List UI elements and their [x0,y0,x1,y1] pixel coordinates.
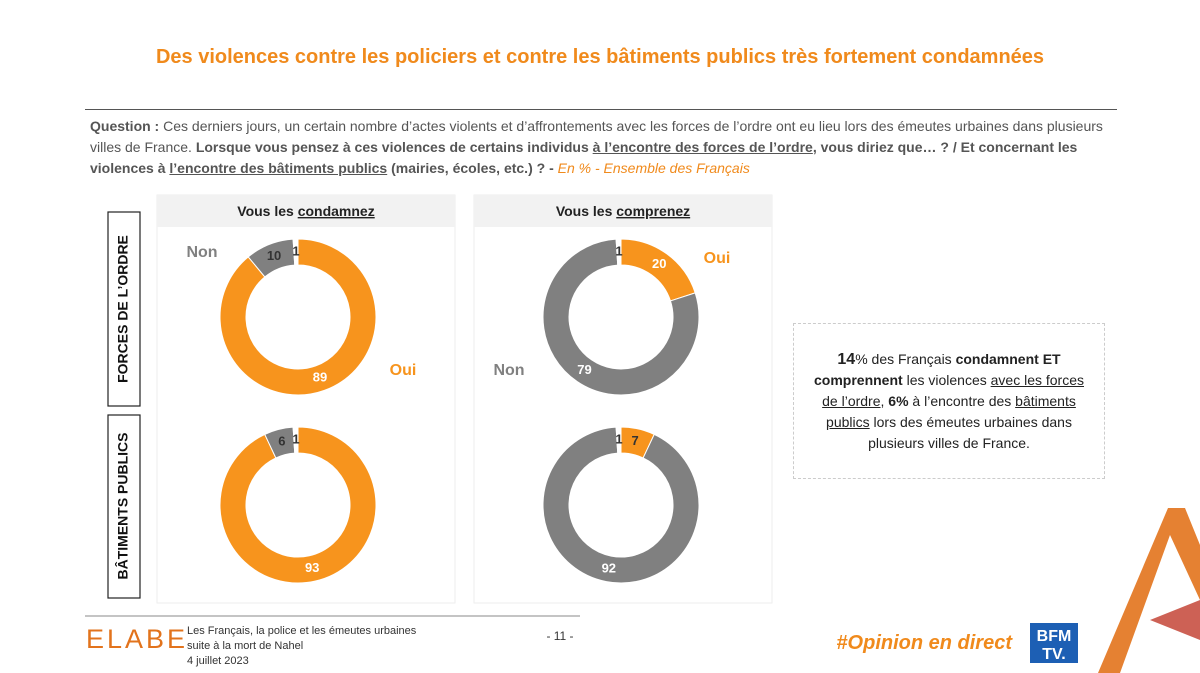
value-label: 7 [632,433,639,448]
footer-text: Les Français, la police et les émeutes u… [187,625,417,637]
value-label: 1 [292,243,299,258]
question-text: Lorsque vous pensez à ces violences de c… [195,139,593,155]
note-text: avec les forces de l’ordre [822,371,1084,409]
value-label: 92 [602,560,616,575]
note-text: les violences [902,371,991,388]
value-label: 6 [278,433,285,448]
note-text: bâtiments publics [826,392,1076,430]
row-header: BÂTIMENTS PUBLICS [114,433,131,580]
question-text: à l’encontre des forces de l’ordre [592,139,813,155]
donut-segment [219,426,377,584]
footer-text: 4 juillet 2023 [187,655,249,667]
donut-segment [292,426,299,454]
partner-text: TV. [1042,646,1065,663]
note-text: lors des émeutes urbaines dans plusieurs… [868,413,1072,451]
decor [1098,508,1200,673]
value-label: 1 [615,431,622,446]
logo: ELABE [86,624,188,654]
value-label: 1 [292,431,299,446]
footer-text: suite à la mort de Nahel [187,640,303,652]
category-label: Non [186,244,217,261]
note-text: condamnent ET comprennent [814,350,1061,388]
decor [1150,600,1200,640]
row-box [107,414,141,599]
panel-header [157,195,455,227]
category-label: Oui [704,250,731,267]
question-label: Question : [90,118,160,134]
question-text: (mairies, écoles, etc.) ? - [387,160,558,176]
question-text: , vous diriez que… ? / Et concernant les… [90,139,1078,176]
column-header-part: Vous les [556,203,616,219]
category-label: Non [493,362,524,379]
hashtag: #Opinion en direct [836,632,1013,654]
value-label: 93 [305,560,319,575]
value-label: 79 [577,362,591,377]
note-text: , [880,392,889,409]
note-text: à l’encontre des [908,392,1016,409]
donut-segment [219,238,377,396]
column-header-part: comprenez [616,203,690,219]
value-label: 89 [313,370,327,385]
value-label: 10 [267,248,281,263]
donut-segment [615,238,622,266]
donut-segment [292,238,299,266]
question-scope: En % - Ensemble des Français [557,160,750,176]
question-text: Ces derniers jours, un certain nombre d’… [90,118,1103,155]
slide-title: Des violences contre les policiers et co… [155,46,1045,68]
partner-text: BFM [1037,628,1072,645]
column-header-part: condamnez [298,203,375,219]
note-text: 14 [837,350,856,368]
panel-header [474,195,772,227]
note-text: % des Français [855,350,956,367]
column-header-part: Vous les [237,203,297,219]
page-number: - 11 - [546,629,573,643]
row-box [107,211,141,407]
value-label: 1 [615,243,622,258]
divider [85,109,1117,110]
partner-logo [1030,623,1078,663]
donut-segment [542,238,700,396]
column-header: Vous les condamnez [237,203,374,219]
side-note: 14% des Français condamnent ET comprenne… [793,323,1105,479]
value-label: 20 [652,256,666,271]
question-text: l’encontre des bâtiments publics [169,160,388,176]
category-label: Oui [390,362,417,379]
side-note-text: 14% des Français condamnent ET comprenne… [812,349,1087,454]
note-text: 6% [888,392,909,409]
question: Question : Ces derniers jours, un certai… [90,116,1120,179]
donut-segment [542,426,700,584]
donut-segment [615,426,622,454]
row-header: FORCES DE L’ORDRE [115,235,131,383]
column-header: Vous les comprenez [556,203,690,219]
